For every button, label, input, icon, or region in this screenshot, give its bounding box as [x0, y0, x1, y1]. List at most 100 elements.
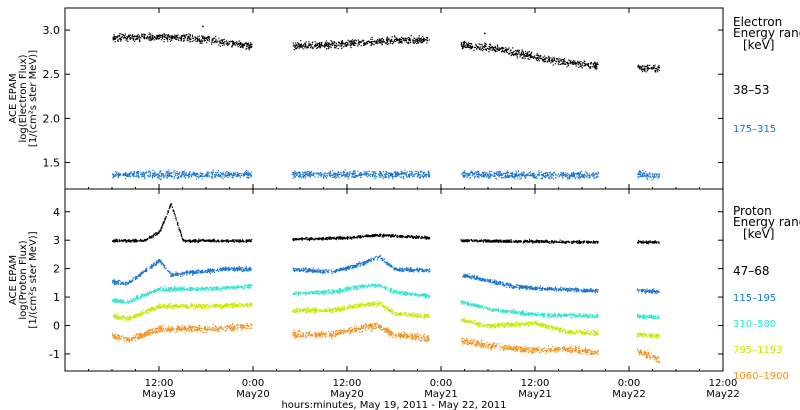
- data-point: [385, 42, 387, 44]
- data-point: [645, 171, 647, 173]
- data-point: [164, 34, 166, 36]
- data-point: [497, 239, 499, 241]
- data-point: [560, 59, 562, 61]
- data-point: [551, 61, 553, 63]
- data-point: [308, 172, 311, 174]
- data-point: [533, 57, 535, 60]
- data-point: [173, 171, 175, 173]
- data-point: [484, 172, 487, 174]
- data-point: [641, 65, 643, 67]
- data-point: [177, 173, 179, 175]
- data-point: [150, 39, 152, 41]
- data-point: [464, 170, 466, 172]
- data-point: [561, 242, 564, 244]
- data-point: [349, 171, 352, 173]
- data-point: [421, 42, 423, 44]
- data-point: [504, 172, 506, 174]
- data-point: [208, 270, 210, 272]
- data-point: [154, 264, 156, 266]
- data-point: [522, 57, 524, 59]
- data-point: [583, 65, 585, 67]
- data-point: [397, 172, 399, 174]
- data-point: [308, 174, 310, 176]
- data-point: [232, 267, 234, 269]
- data-point: [177, 177, 179, 179]
- data-point: [387, 235, 389, 237]
- data-point: [596, 174, 599, 176]
- data-point: [428, 175, 430, 177]
- data-point: [332, 174, 334, 176]
- data-point: [136, 35, 138, 37]
- data-point: [467, 175, 469, 177]
- data-point: [464, 175, 466, 178]
- data-point: [193, 174, 195, 176]
- data-point: [658, 67, 660, 69]
- data-point: [520, 53, 522, 55]
- data-point: [379, 40, 381, 42]
- data-point: [423, 174, 425, 176]
- data-point: [302, 172, 305, 174]
- data-point: [533, 176, 536, 178]
- data-point: [649, 67, 651, 70]
- data-point: [158, 230, 160, 232]
- data-point: [345, 175, 347, 177]
- data-point: [203, 37, 206, 39]
- data-point: [334, 237, 336, 240]
- data-point: [637, 173, 639, 176]
- data-point: [384, 176, 386, 179]
- data-point: [122, 173, 124, 176]
- data-point: [171, 172, 173, 174]
- data-point: [341, 47, 343, 49]
- data-point: [554, 63, 556, 65]
- data-point: [579, 242, 581, 244]
- data-point: [410, 173, 412, 175]
- data-point: [523, 240, 525, 243]
- data-point: [316, 238, 318, 240]
- data-point: [649, 241, 651, 243]
- data-point: [415, 236, 417, 238]
- data-point: [465, 44, 467, 46]
- data-point: [503, 51, 505, 53]
- data-point: [503, 50, 505, 52]
- data-point: [590, 63, 592, 65]
- data-point: [192, 171, 194, 173]
- data-point: [521, 57, 523, 59]
- data-point: [579, 177, 581, 179]
- data-point: [201, 41, 203, 43]
- data-point: [487, 177, 489, 179]
- data-point: [156, 234, 158, 236]
- data-point: [483, 239, 485, 241]
- data-point: [117, 176, 120, 178]
- data-point: [315, 44, 317, 46]
- data-point: [477, 46, 479, 48]
- data-point: [332, 43, 334, 45]
- data-point: [139, 240, 141, 242]
- data-point: [119, 175, 121, 177]
- data-point: [333, 41, 335, 43]
- data-point: [562, 61, 564, 63]
- data-point: [422, 40, 424, 42]
- data-point: [645, 175, 647, 177]
- data-point: [656, 241, 658, 243]
- data-point: [136, 172, 138, 175]
- data-point: [404, 169, 406, 171]
- data-point: [372, 175, 374, 177]
- data-point: [149, 35, 151, 37]
- data-point: [500, 240, 502, 242]
- data-point: [507, 51, 509, 53]
- data-point: [168, 271, 171, 274]
- data-point: [378, 235, 380, 237]
- data-point: [366, 42, 369, 44]
- data-point: [590, 174, 592, 176]
- data-point: [153, 174, 155, 176]
- data-point: [204, 39, 206, 41]
- data-point: [494, 175, 496, 177]
- data-point: [239, 240, 241, 242]
- data-point: [639, 240, 641, 242]
- data-point: [400, 41, 402, 43]
- data-point: [221, 44, 224, 47]
- data-point: [246, 43, 248, 45]
- data-point: [506, 241, 508, 243]
- data-point: [233, 42, 235, 44]
- data-point: [650, 177, 652, 179]
